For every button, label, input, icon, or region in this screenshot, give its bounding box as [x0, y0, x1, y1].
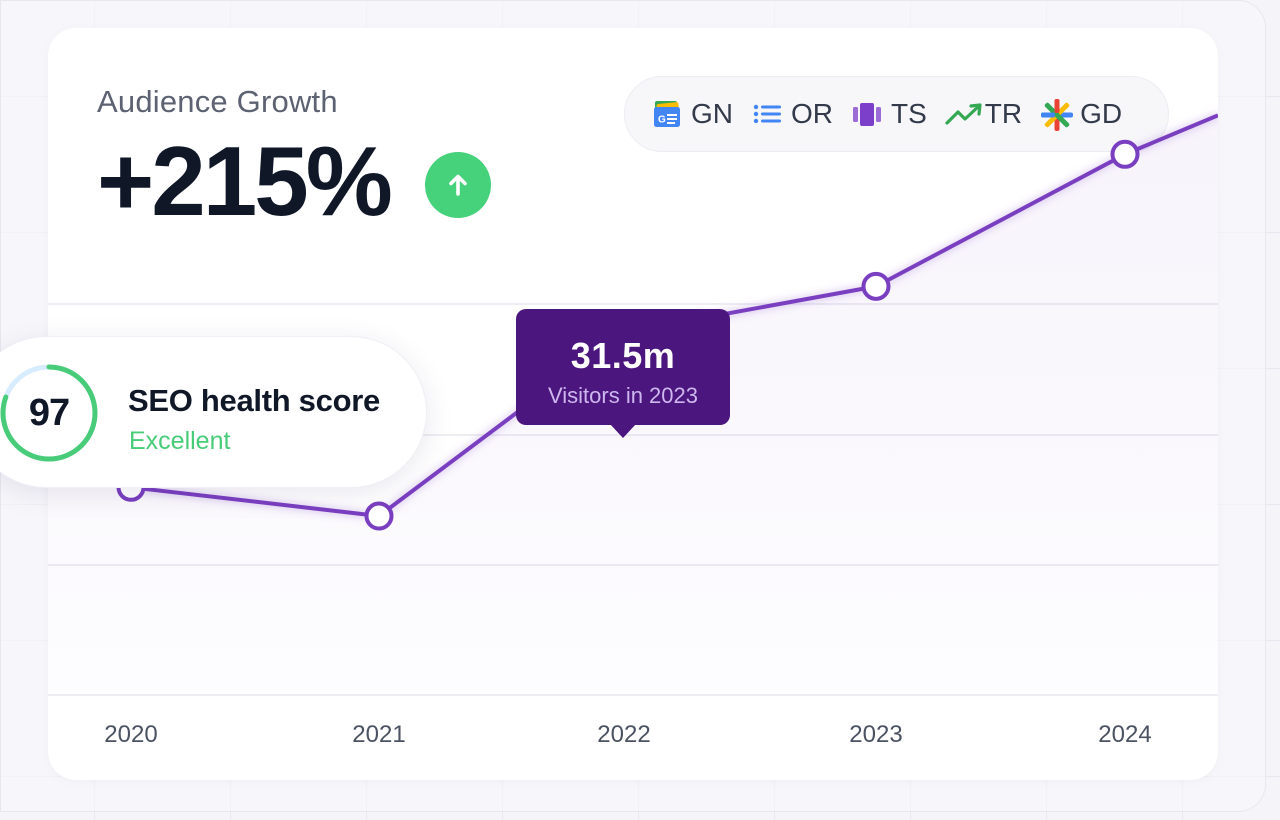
- source-gd-label: GD: [1080, 98, 1123, 129]
- data-point-2021[interactable]: [364, 501, 394, 531]
- source-gn[interactable]: G GN: [651, 98, 733, 130]
- data-point-2024[interactable]: [1110, 139, 1140, 169]
- seo-health-card: 97 SEO health score Excellent: [0, 336, 427, 488]
- stories-icon: [851, 98, 883, 130]
- x-tick-label: 2022: [597, 721, 650, 748]
- audience-growth-card: Audience Growth +215% G GN: [48, 28, 1218, 780]
- data-point-2023[interactable]: [861, 271, 891, 301]
- source-ts-label: TS: [891, 98, 927, 129]
- google-discover-icon: [1040, 98, 1074, 131]
- tooltip-label: Visitors in 2023: [547, 383, 698, 408]
- card-title: Audience Growth: [97, 84, 338, 119]
- traffic-sources: G GN OR: [624, 76, 1169, 152]
- seo-status: Excellent: [129, 427, 231, 455]
- x-tick-label: 2020: [104, 721, 157, 748]
- data-point-tooltip: 31.5m Visitors in 2023: [516, 309, 730, 438]
- source-tr-label: TR: [984, 98, 1023, 129]
- source-gd[interactable]: GD: [1040, 98, 1123, 131]
- google-news-icon: G: [651, 98, 683, 130]
- seo-score-value: 97: [28, 391, 70, 434]
- x-tick-label: 2024: [1098, 721, 1151, 748]
- trend-icon: [945, 98, 982, 130]
- svg-text:G: G: [658, 115, 666, 126]
- tooltip-value: 31.5m: [570, 335, 676, 376]
- seo-title: SEO health score: [128, 383, 380, 418]
- list-icon: [751, 98, 783, 130]
- growth-value: +215%: [97, 126, 393, 236]
- source-gn-label: GN: [691, 98, 733, 129]
- source-ts[interactable]: TS: [851, 98, 927, 130]
- arrow-up-icon: [425, 152, 491, 218]
- source-tr[interactable]: TR: [945, 98, 1022, 130]
- source-or-label: OR: [791, 98, 833, 129]
- x-tick-label: 2021: [352, 721, 405, 748]
- x-tick-label: 2023: [849, 721, 902, 748]
- source-or[interactable]: OR: [751, 98, 833, 130]
- score-ring: [0, 364, 98, 462]
